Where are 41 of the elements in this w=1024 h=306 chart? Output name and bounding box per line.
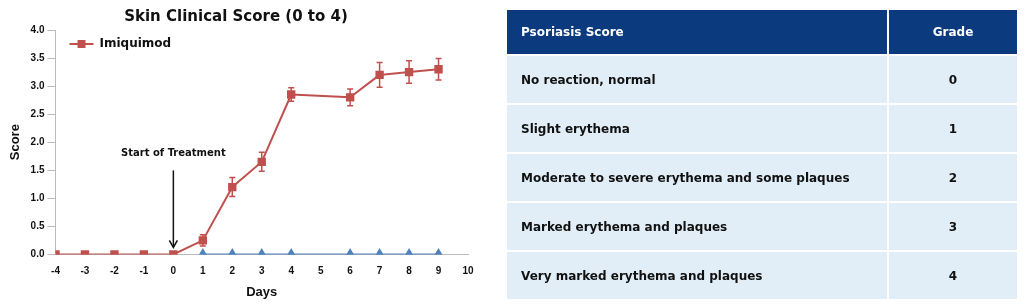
y-tick-label: 4.0 xyxy=(30,23,45,35)
x-axis-title: Days xyxy=(246,283,278,299)
category-label: Slight erythema xyxy=(506,104,888,153)
y-tick-label: 3.0 xyxy=(30,79,45,91)
x-tick-label: 6 xyxy=(347,265,354,277)
y-tick-label: 2.0 xyxy=(30,135,45,147)
y-axis-title: Score xyxy=(7,124,23,161)
legend-label: Imiquimod xyxy=(99,36,172,51)
data-label: 1 xyxy=(888,104,1018,153)
x-tick-label: 0 xyxy=(170,265,177,277)
category-label: Moderate to severe erythema and some plaques xyxy=(506,153,888,202)
y-tick-label: 1.5 xyxy=(30,164,45,175)
data-label: 0 xyxy=(888,55,1018,104)
x-tick-label: -3 xyxy=(80,265,90,277)
x-tick-label: 8 xyxy=(406,265,413,277)
y-tick-label: 0.5 xyxy=(30,220,45,232)
chart-title: Skin Clinical Score (0 to 4) xyxy=(124,6,348,25)
y-tick-label: 2.5 xyxy=(30,107,45,119)
x-tick-label: 5 xyxy=(317,265,324,277)
text: Grade xyxy=(888,9,1018,55)
x-tick-label: 4 xyxy=(288,265,295,277)
x-tick-label: 10 xyxy=(462,265,474,277)
x-tick-label: 2 xyxy=(229,265,236,277)
category-label: No reaction, normal xyxy=(506,55,888,104)
text: Psoriasis Score xyxy=(506,9,888,55)
point xyxy=(375,70,384,80)
x-tick-label: -2 xyxy=(109,265,120,277)
x-tick-label: 7 xyxy=(376,265,383,277)
x-tick-label: -1 xyxy=(139,265,149,277)
point xyxy=(434,65,443,74)
category-label: Marked erythema and plaques xyxy=(506,202,888,251)
x-tick-label: 1 xyxy=(200,265,207,277)
x-tick-label: 9 xyxy=(435,265,442,277)
x-tick-label: -4 xyxy=(51,265,61,277)
y-tick-label: 1.0 xyxy=(30,192,45,204)
annotation: Start of Treatment xyxy=(121,146,226,158)
x-tick-label: 3 xyxy=(258,265,265,277)
y-tick-label: 0.0 xyxy=(30,248,45,260)
y-tick-label: 3.5 xyxy=(30,51,45,63)
data-label: 2 xyxy=(888,153,1018,202)
category-label: Very marked erythema and plaques xyxy=(506,251,888,300)
